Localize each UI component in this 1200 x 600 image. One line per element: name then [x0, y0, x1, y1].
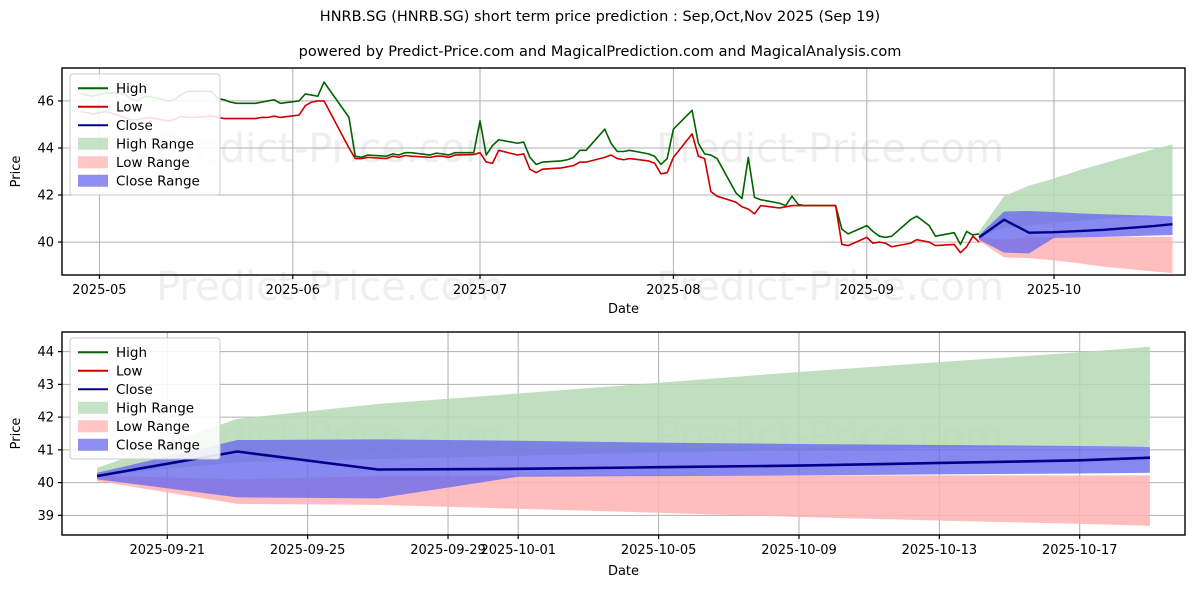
legend-item-close-range: Close Range: [78, 173, 200, 189]
legend-label: High: [116, 81, 147, 97]
y-tick-label: 44: [37, 345, 54, 360]
x-tick-label: 2025-09-29: [410, 543, 486, 558]
legend-label: Low Range: [116, 155, 190, 171]
x-tick-label: 2025-07: [453, 283, 507, 298]
legend: High Low Close High Range Low Range Close Ran…: [69, 337, 221, 460]
legend-item-close: Close: [78, 382, 153, 398]
legend-item-low-range: Low Range: [78, 419, 190, 435]
x-tick-label: 2025-09-21: [130, 543, 206, 558]
y-tick-label: 46: [37, 94, 54, 109]
legend-label: High Range: [116, 136, 194, 152]
overview-chart-svg: Predict-Price.com Predict-Price.com Predic…: [9, 67, 1186, 317]
legend-item-close: Close: [78, 118, 153, 134]
page-subtitle: powered by Predict-Price.com and Magical…: [298, 44, 902, 60]
legend-item-low: Low: [78, 99, 143, 115]
legend-label: High: [116, 345, 147, 361]
overview-chart: Predict-Price.com Predict-Price.com Predic…: [9, 67, 1186, 317]
legend-item-high-range: High Range: [78, 136, 194, 152]
legend-item-high: High: [78, 345, 147, 361]
legend-label: Close: [116, 118, 153, 134]
legend-item-low-range: Low Range: [78, 155, 190, 171]
watermark-group: Predict-Price.com Predict-Price.com Predic…: [156, 126, 1004, 310]
y-tick-label: 40: [37, 236, 54, 251]
legend-swatch-band: [78, 174, 108, 187]
close-line: [978, 218, 1173, 239]
x-tick-label: 2025-10-17: [1042, 543, 1118, 558]
y-tick-label: 42: [37, 411, 54, 426]
legend-item-high: High: [78, 81, 147, 97]
legend-label: High Range: [116, 400, 194, 416]
y-axis-title: Price: [9, 418, 24, 450]
y-axis-title: Price: [9, 156, 24, 188]
low-line: [80, 100, 980, 254]
x-tick-label: 2025-10-01: [480, 543, 556, 558]
forecast-detail-chart: Predict-Price.comPredict-Price.com394041…: [0, 320, 1200, 600]
axes: 39 40 41 42 43 44 2025-09-21 2025-09-25 2025-09-…: [37, 345, 1117, 558]
watermark-text: Predict-Price.com: [656, 126, 1004, 172]
legend-swatch-band: [78, 137, 108, 150]
legend-swatch-band: [78, 420, 108, 433]
y-tick-label: 40: [37, 476, 54, 491]
y-tick-label: 44: [37, 141, 54, 156]
x-tick-label: 2025-10-09: [761, 543, 837, 558]
legend-label: Close Range: [116, 437, 200, 453]
x-axis-title: Date: [608, 564, 639, 579]
legend: High Low Close High Range Low Range Close Ran…: [69, 73, 221, 196]
x-tick-label: 2025-09: [840, 283, 894, 298]
page-title: HNRB.SG (HNRB.SG) short term price predi…: [319, 9, 881, 25]
plot-frame: [61, 331, 1186, 536]
y-tick-label: 43: [37, 378, 54, 393]
x-tick-label: 2025-10: [1027, 283, 1081, 298]
legend-label: Low: [116, 363, 143, 379]
x-tick-label: 2025-08: [646, 283, 700, 298]
legend-swatch-band: [78, 156, 108, 169]
legend-item-low: Low: [78, 363, 143, 379]
forecast-detail-chart-svg: Predict-Price.comPredict-Price.com394041…: [9, 331, 1186, 579]
x-axis-title: Date: [608, 302, 639, 317]
x-tick-label: 2025-06: [266, 283, 320, 298]
legend-label: Low: [116, 99, 143, 115]
plot-frame: [61, 67, 1186, 276]
x-tick-label: 2025-10-13: [902, 543, 978, 558]
watermark-text: Predict-Price.com: [156, 264, 504, 310]
x-tick-label: 2025-09-25: [270, 543, 346, 558]
watermark-text: Predict-Price.com: [656, 264, 1004, 310]
legend-label: Low Range: [116, 419, 190, 435]
y-tick-label: 42: [37, 189, 54, 204]
x-tick-label: 2025-05: [72, 283, 126, 298]
x-tick-label: 2025-10-05: [621, 543, 697, 558]
close-line: [96, 450, 1150, 478]
legend-label: Close: [116, 382, 153, 398]
y-tick-label: 41: [37, 443, 54, 458]
legend-item-close-range: Close Range: [78, 437, 200, 453]
legend-swatch-band: [78, 438, 108, 451]
legend-swatch-band: [78, 401, 108, 414]
legend-label: Close Range: [116, 173, 200, 189]
y-tick-label: 39: [37, 509, 54, 524]
axes: 40 42 44 46 2025-05 2025-06 2025-07 2025-08 2025…: [37, 94, 1081, 298]
legend-item-high-range: High Range: [78, 400, 194, 416]
